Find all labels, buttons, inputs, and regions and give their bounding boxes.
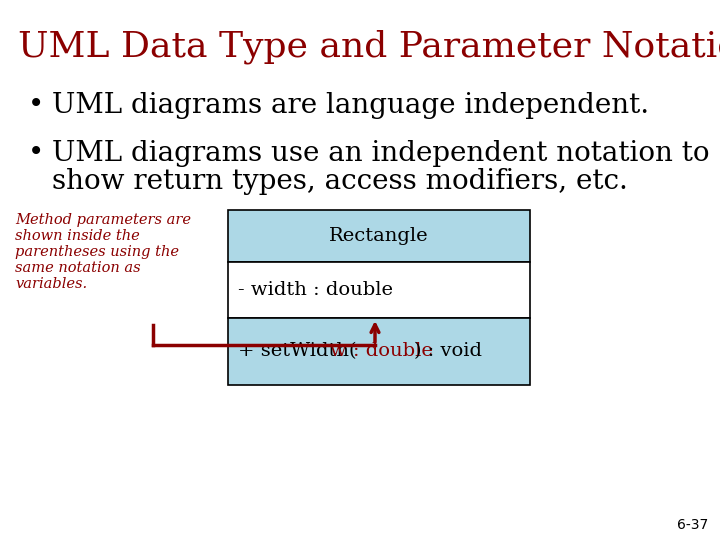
Text: UML diagrams use an independent notation to: UML diagrams use an independent notation… [52, 140, 709, 167]
Text: •: • [28, 92, 44, 119]
Text: shown inside the: shown inside the [15, 229, 140, 243]
Text: w : double: w : double [330, 342, 433, 361]
Text: same notation as: same notation as [15, 261, 140, 275]
Text: Rectangle: Rectangle [329, 227, 429, 245]
Text: Method parameters are: Method parameters are [15, 213, 191, 227]
Text: variables.: variables. [15, 277, 87, 291]
Text: - width : double: - width : double [238, 281, 393, 299]
Text: UML diagrams are language independent.: UML diagrams are language independent. [52, 92, 649, 119]
Text: show return types, access modifiers, etc.: show return types, access modifiers, etc… [52, 168, 628, 195]
Bar [228, 210, 530, 262]
Text: + setWidth(: + setWidth( [238, 342, 356, 361]
Text: UML Data Type and Parameter Notation: UML Data Type and Parameter Notation [18, 30, 720, 64]
Text: •: • [28, 140, 44, 167]
Text: ) : void: ) : void [415, 342, 482, 361]
Text: 6-37: 6-37 [677, 518, 708, 532]
Text: parentheses using the: parentheses using the [15, 245, 179, 259]
Bar [228, 318, 530, 385]
Bar [228, 262, 530, 318]
